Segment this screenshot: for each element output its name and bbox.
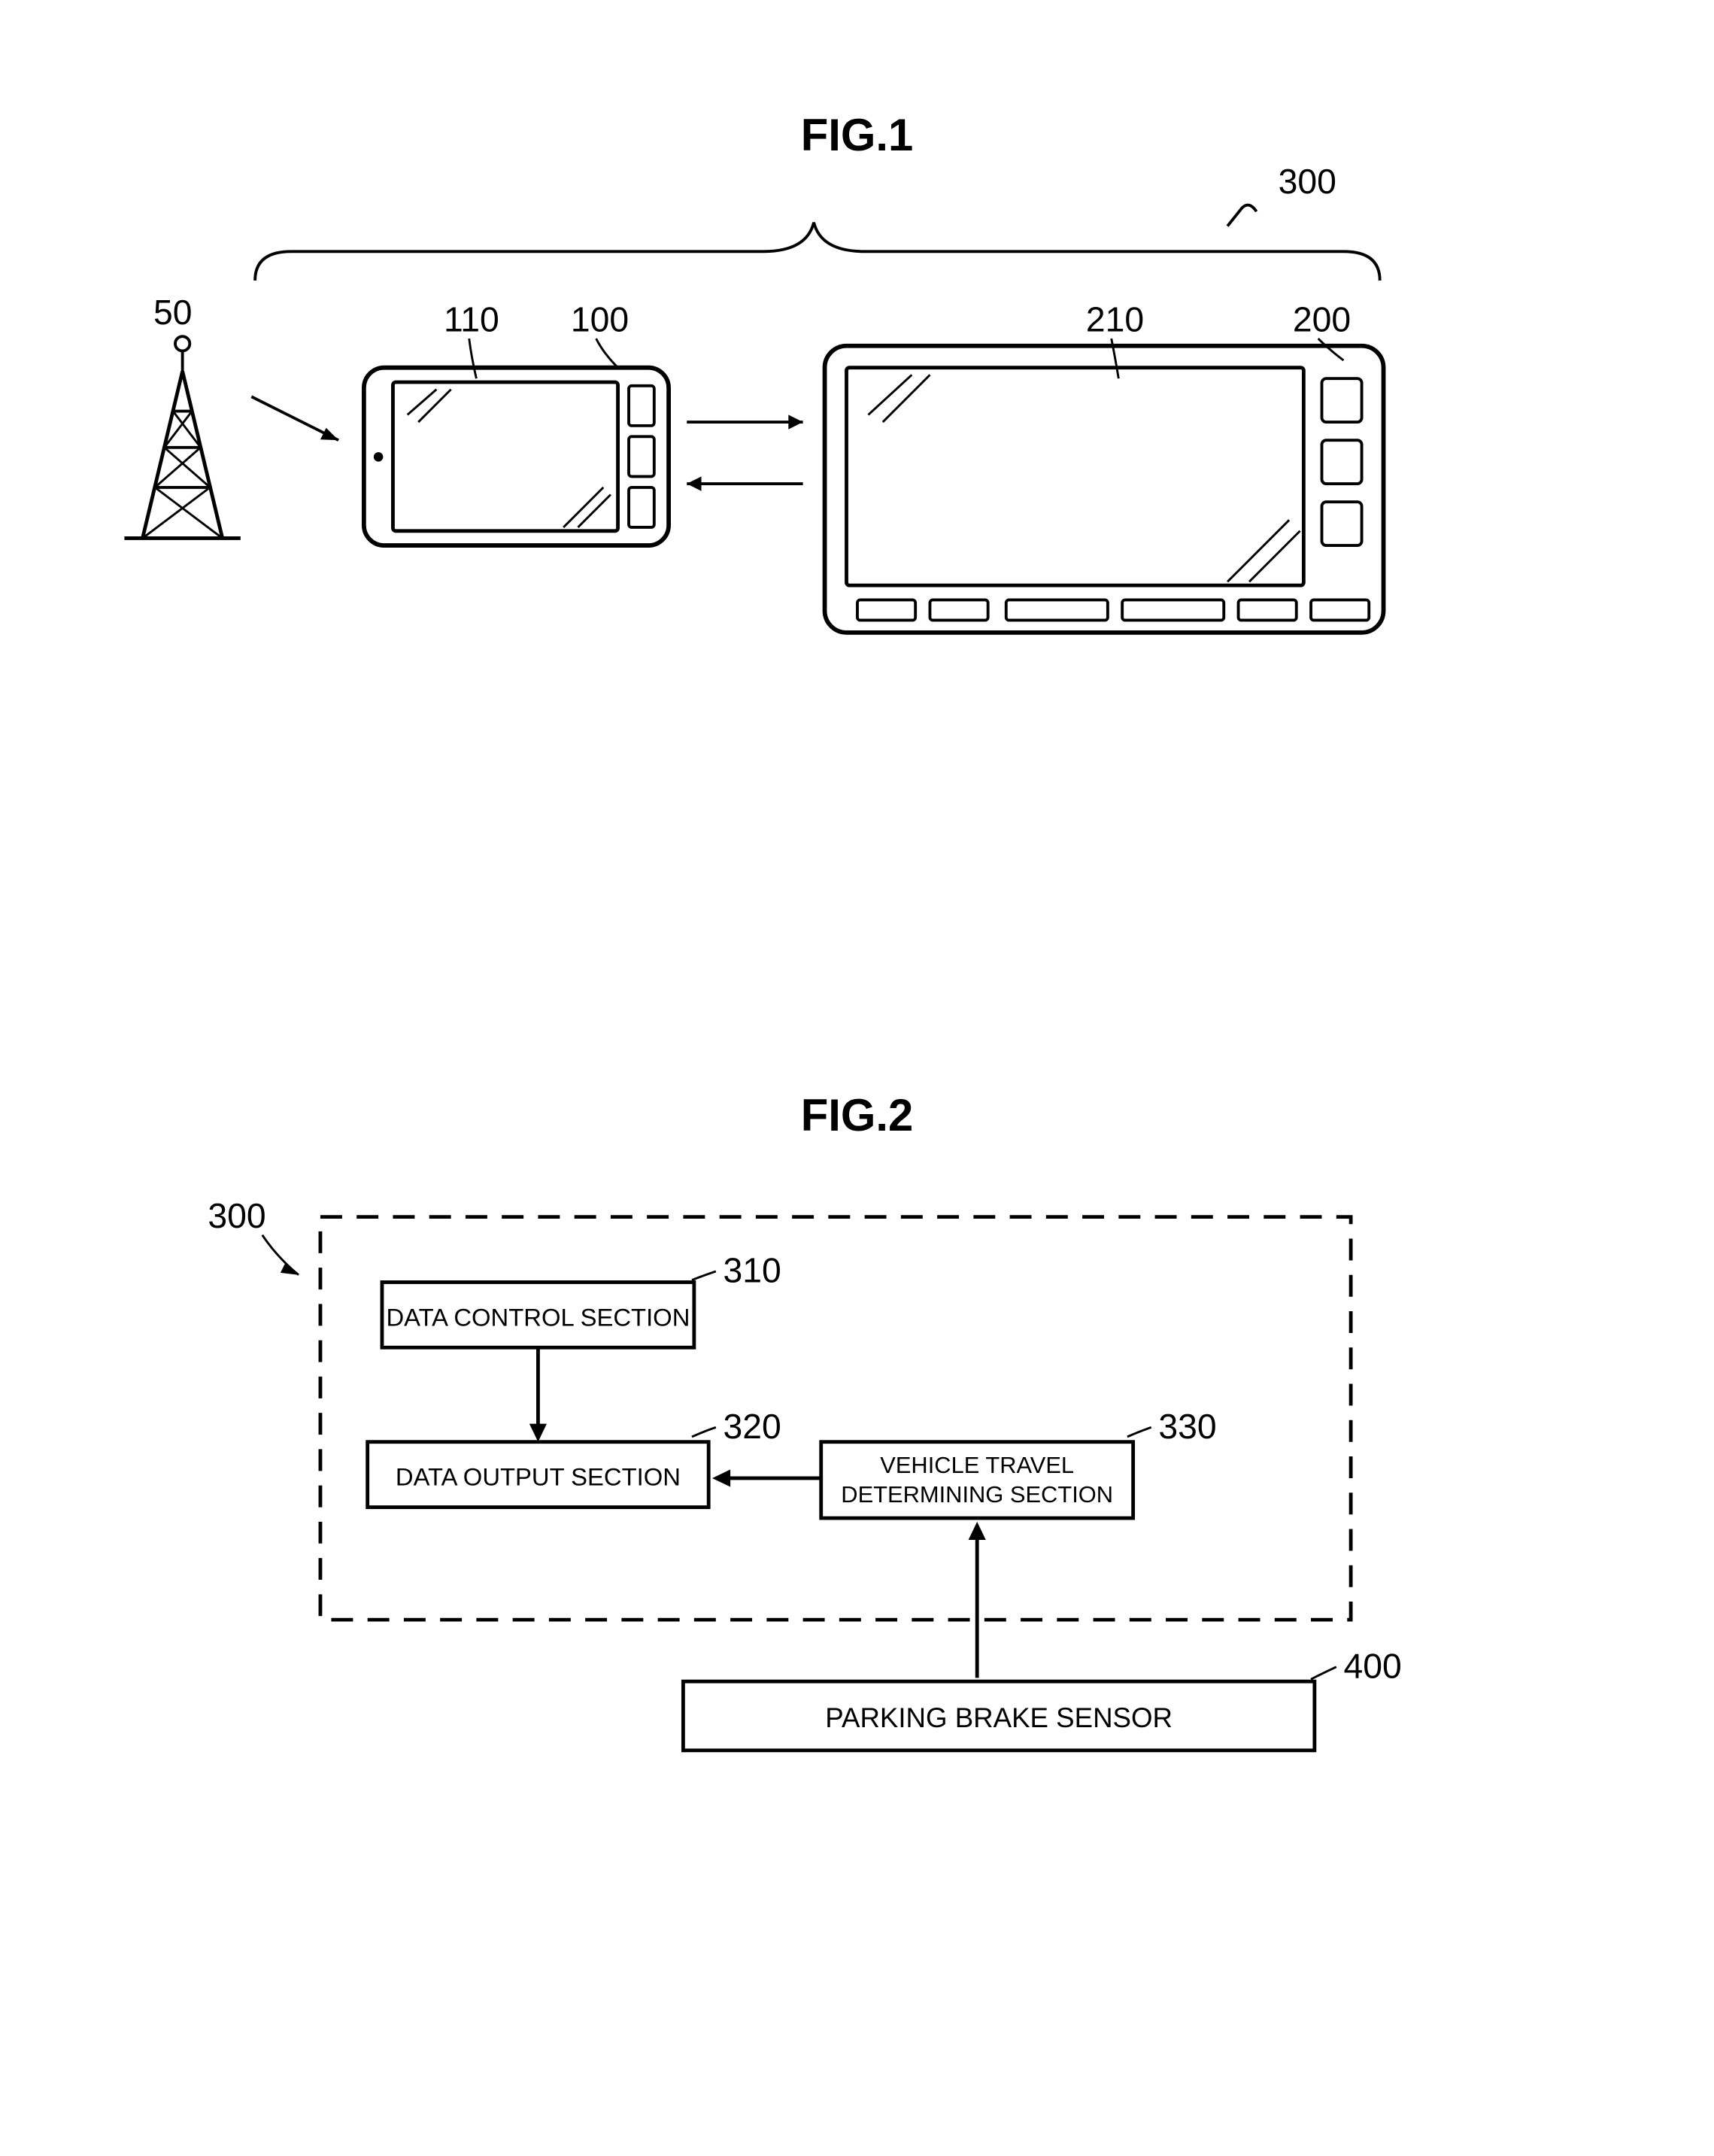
label-320: 320 — [723, 1407, 781, 1446]
box-data-output: DATA OUTPUT SECTION — [396, 1463, 681, 1491]
fig2-title: FIG.2 — [30, 1090, 1684, 1142]
label-50: 50 — [153, 293, 193, 332]
label-300: 300 — [1279, 162, 1336, 201]
fig2-diagram: 300 310 DATA CONTROL SECTION 320 DATA OU… — [30, 1155, 1684, 1918]
box-parking-brake: PARKING BRAKE SENSOR — [825, 1702, 1172, 1733]
label-300b: 300 — [208, 1196, 265, 1235]
label-400: 400 — [1343, 1646, 1401, 1685]
label-110: 110 — [444, 299, 499, 339]
box-data-control: DATA CONTROL SECTION — [386, 1303, 690, 1331]
label-210: 210 — [1086, 299, 1144, 339]
label-310: 310 — [723, 1250, 781, 1289]
box-vehicle-travel-l1: VEHICLE TRAVEL — [880, 1452, 1074, 1478]
label-100: 100 — [571, 299, 629, 339]
fig1-diagram: 300 50 — [30, 153, 1684, 806]
label-200: 200 — [1293, 299, 1351, 339]
label-330: 330 — [1158, 1407, 1216, 1446]
box-vehicle-travel-l2: DETERMINING SECTION — [841, 1481, 1113, 1508]
